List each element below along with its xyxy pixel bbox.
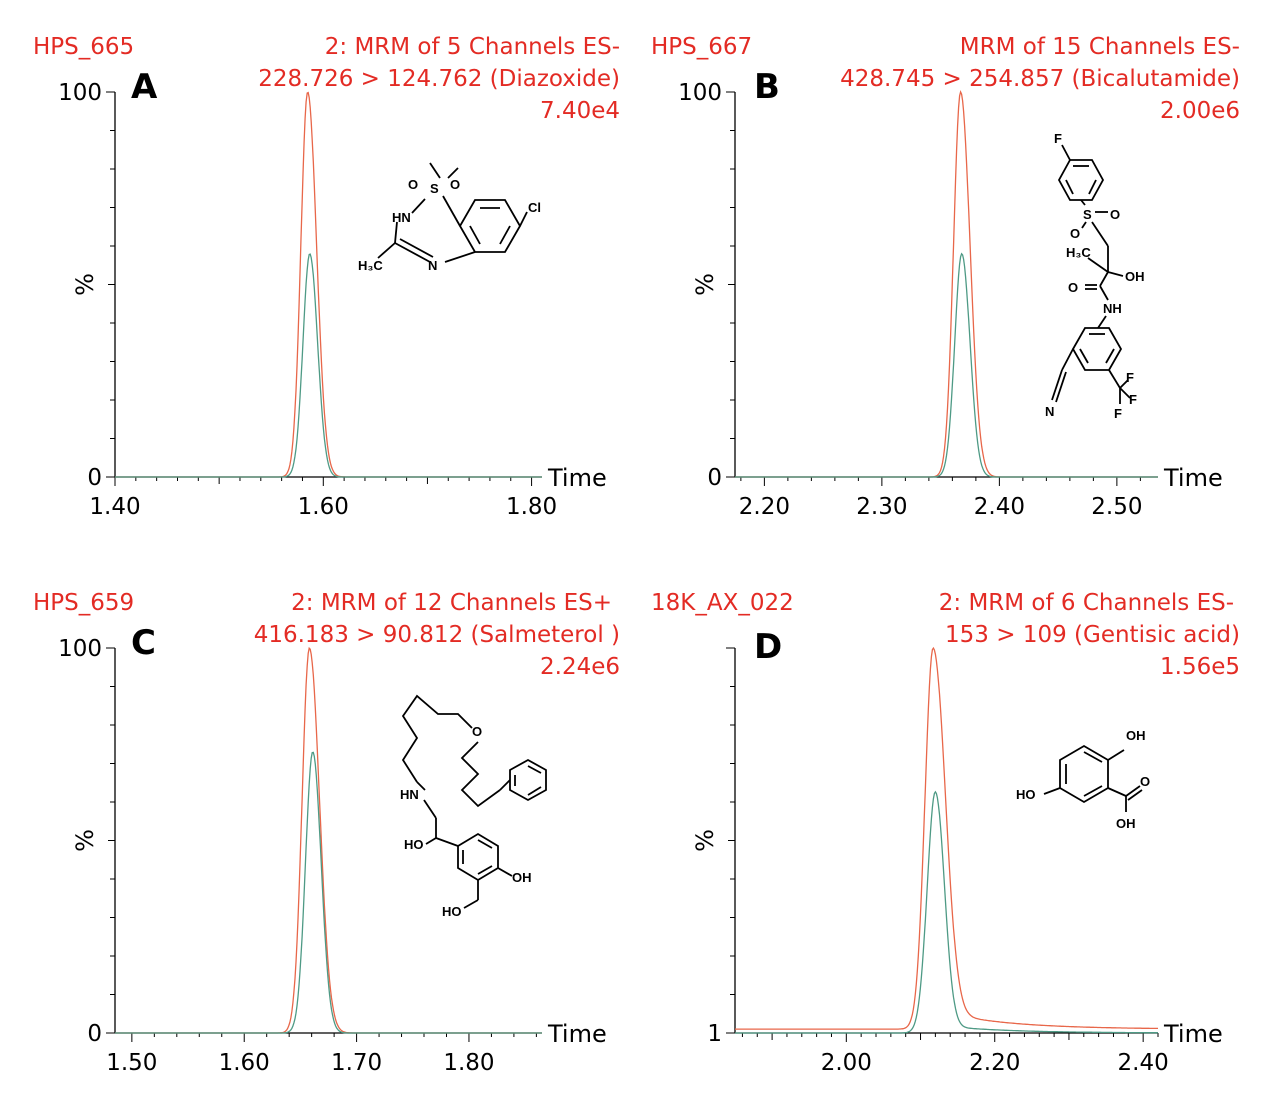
y-tick-label: 100 xyxy=(58,636,102,662)
x-tick-label: 2.20 xyxy=(969,1050,1020,1076)
panel-letter: D xyxy=(754,627,782,667)
sample-name: HPS_659 xyxy=(33,590,134,616)
panel-b: HPS_667 MRM of 15 Channels ES- 428.745 >… xyxy=(651,34,1240,520)
y-axis-title: % xyxy=(691,829,719,852)
panel-d: 18K_AX_022 2: MRM of 6 Channels ES- 153 … xyxy=(651,590,1240,1076)
panel-c: HPS_659 2: MRM of 12 Channels ES+ 416.18… xyxy=(33,590,620,1076)
y-tick-label: 100 xyxy=(58,80,102,106)
sample-name: 18K_AX_022 xyxy=(651,590,794,616)
x-tick-label: 2.20 xyxy=(739,494,790,520)
plot-area: 2.00 2.20 2.40 1 Time% xyxy=(691,646,1223,1076)
x-axis-title: Time xyxy=(547,464,607,492)
structure-atom-label: O xyxy=(1068,280,1078,295)
structure-atom-label: S xyxy=(1083,207,1092,222)
structure-atom-label: OH xyxy=(1126,728,1146,743)
panel-a: HPS_665 2: MRM of 5 Channels ES- 228.726… xyxy=(33,34,620,520)
sample-name: HPS_665 xyxy=(33,34,134,60)
gentisic-acid-structure-image: OH HO O OH xyxy=(1016,728,1150,831)
plot-area: 1.50 1.60 1.70 1.80 0 100 Time% xyxy=(58,636,607,1076)
x-tick-label: 1.80 xyxy=(506,494,557,520)
series-trace-green xyxy=(735,790,1158,1034)
structure-atom-label: OH xyxy=(1116,816,1136,831)
y-tick-label: 0 xyxy=(87,1021,102,1047)
structure-atom-label: O xyxy=(408,177,418,192)
plot-area: 2.20 2.30 2.40 2.50 0 100 Time% xyxy=(678,80,1223,520)
structure-atom-label: H₃C xyxy=(1066,245,1091,260)
structure-atom-label: S xyxy=(430,181,439,196)
panel-letter: B xyxy=(754,67,780,107)
series-trace-green xyxy=(115,253,542,478)
y-axis-title: % xyxy=(71,829,99,852)
series-trace-green xyxy=(115,751,542,1034)
series-trace-green xyxy=(735,252,1158,478)
x-tick-label: 1.70 xyxy=(331,1050,382,1076)
intensity-label: 2.24e6 xyxy=(540,654,620,680)
intensity-label: 2.00e6 xyxy=(1160,98,1240,124)
structure-atom-label: H₃C xyxy=(358,258,383,273)
x-tick-label: 2.50 xyxy=(1091,494,1142,520)
x-tick-label: 2.00 xyxy=(821,1050,872,1076)
bicalutamide-structure-image: F S O O H₃C OH O NH xyxy=(1045,131,1145,421)
transition-label: 428.745 > 254.857 (Bicalutamide) xyxy=(840,66,1240,92)
structure-atom-label: F xyxy=(1126,370,1134,385)
transition-label: 153 > 109 (Gentisic acid) xyxy=(945,622,1240,648)
y-axis-title: % xyxy=(71,273,99,296)
x-tick-label: 1.80 xyxy=(443,1050,494,1076)
x-tick-label: 2.30 xyxy=(856,494,907,520)
x-tick-label: 1.50 xyxy=(106,1050,157,1076)
structure-atom-label: OH xyxy=(512,870,532,885)
x-tick-label: 2.40 xyxy=(974,494,1025,520)
salmeterol-structure-image: O HN HO OH HO xyxy=(400,694,547,919)
structure-atom-label: OH xyxy=(1125,269,1145,284)
structure-atom-label: F xyxy=(1054,131,1062,146)
y-tick-label: 0 xyxy=(707,465,722,491)
x-axis-title: Time xyxy=(1163,1020,1223,1048)
structure-atom-label: NH xyxy=(1103,301,1122,316)
structure-atom-label: HO xyxy=(1016,787,1036,802)
structure-atom-label: O xyxy=(1070,226,1080,241)
structure-atom-label: HN xyxy=(392,210,411,225)
panel-letter: A xyxy=(131,67,158,107)
function-label: MRM of 15 Channels ES- xyxy=(960,34,1240,60)
structure-atom-label: HO xyxy=(442,904,462,919)
y-axis-title: % xyxy=(691,273,719,296)
y-tick-label: 100 xyxy=(678,80,722,106)
structure-atom-label: N xyxy=(1045,404,1054,419)
transition-label: 416.183 > 90.812 (Salmeterol ) xyxy=(254,622,620,648)
x-tick-label: 2.40 xyxy=(1118,1050,1169,1076)
x-axis-title: Time xyxy=(547,1020,607,1048)
structure-atom-label: N xyxy=(428,258,437,273)
x-tick-label: 1.60 xyxy=(219,1050,270,1076)
plot-area: 1.40 1.60 1.80 0 100 Time% xyxy=(58,80,607,520)
intensity-label: 7.40e4 xyxy=(540,98,620,124)
structure-atom-label: O xyxy=(1140,774,1150,789)
series-trace-red xyxy=(735,646,1158,1030)
structure-atom-label: O xyxy=(472,724,482,739)
y-tick-label: 0 xyxy=(87,465,102,491)
sample-name: HPS_667 xyxy=(651,34,752,60)
structure-atom-label: F xyxy=(1129,392,1137,407)
function-label: 2: MRM of 6 Channels ES- xyxy=(939,590,1234,616)
structure-atom-label: O xyxy=(1110,207,1120,222)
transition-label: 228.726 > 124.762 (Diazoxide) xyxy=(258,66,620,92)
diazoxide-structure-image: S O O HN N H₃C Cl xyxy=(358,162,541,273)
intensity-label: 1.56e5 xyxy=(1160,654,1240,680)
function-label: 2: MRM of 5 Channels ES- xyxy=(325,34,620,60)
x-axis-title: Time xyxy=(1163,464,1223,492)
structure-atom-label: O xyxy=(450,177,460,192)
series-trace-red xyxy=(115,91,542,478)
panel-letter: C xyxy=(131,623,156,663)
x-tick-label: 1.60 xyxy=(298,494,349,520)
y-tick-label: 1 xyxy=(707,1021,722,1047)
x-tick-label: 1.40 xyxy=(89,494,140,520)
structure-atom-label: HO xyxy=(404,837,424,852)
structure-atom-label: HN xyxy=(400,787,419,802)
structure-atom-label: Cl xyxy=(528,200,541,215)
function-label: 2: MRM of 12 Channels ES+ xyxy=(291,590,612,616)
structure-atom-label: F xyxy=(1114,406,1122,421)
